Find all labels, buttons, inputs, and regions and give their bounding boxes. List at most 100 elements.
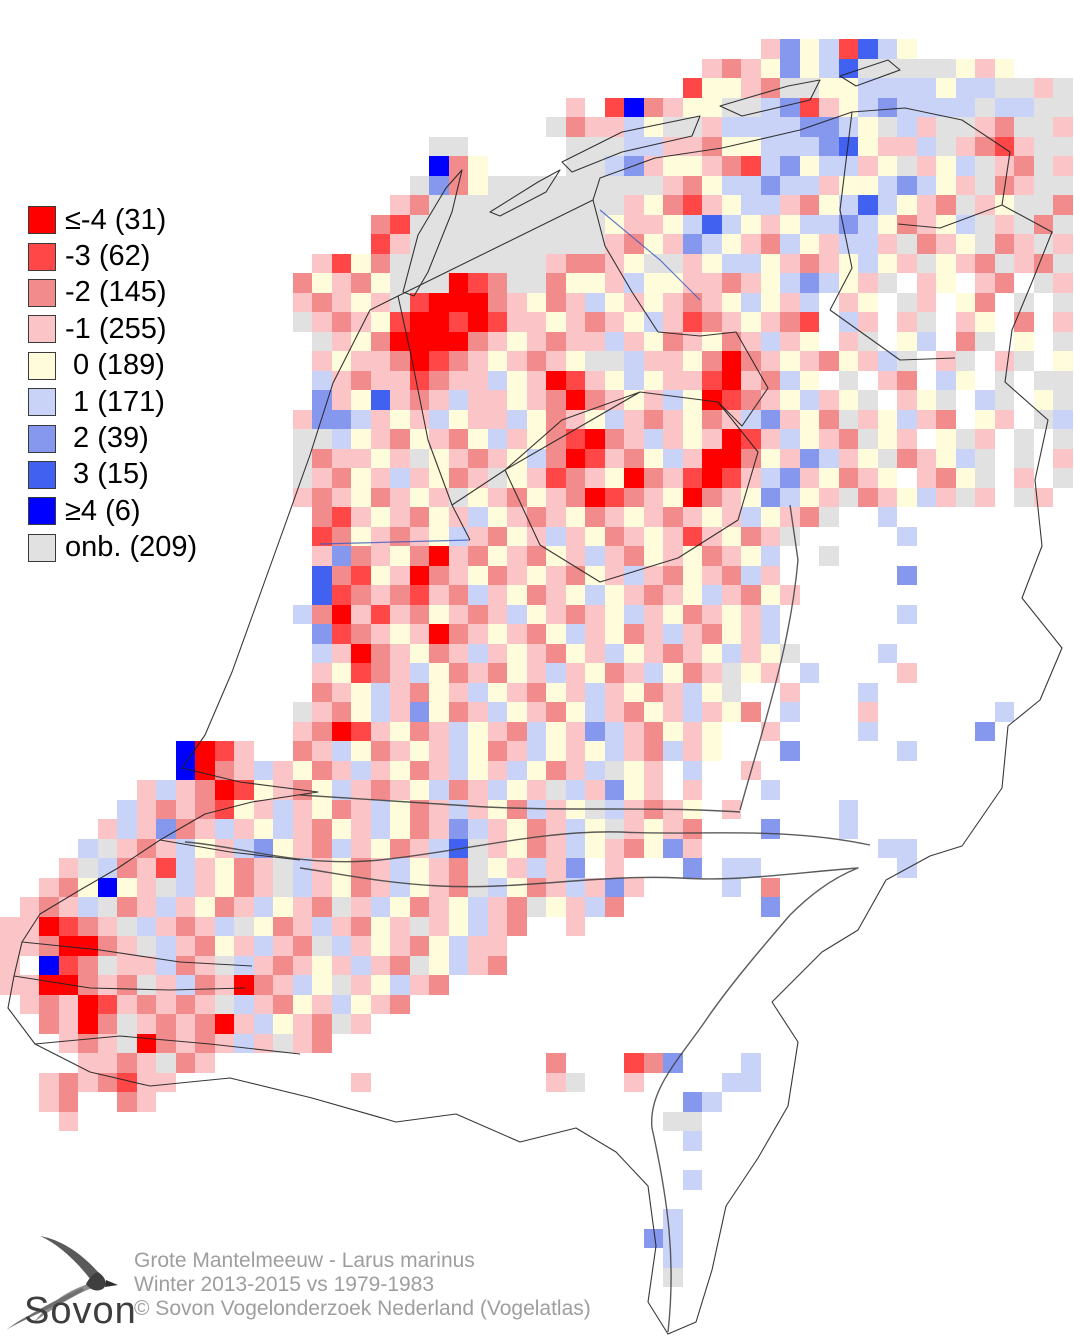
grid-cell (507, 604, 527, 624)
grid-cell (507, 624, 527, 644)
grid-cell (78, 877, 98, 897)
grid-cell (585, 780, 605, 800)
grid-cell (156, 936, 176, 956)
legend-swatch (28, 424, 56, 453)
grid-cell (858, 390, 878, 410)
grid-cell (468, 877, 488, 897)
grid-cell (799, 448, 819, 468)
grid-cell (156, 819, 176, 839)
grid-cell (643, 663, 663, 683)
grid-cell (136, 877, 156, 897)
grid-cell (58, 1111, 78, 1131)
grid-cell (838, 390, 858, 410)
grid-cell (877, 448, 897, 468)
grid-cell (429, 546, 449, 566)
grid-cell (312, 721, 332, 741)
grid-cell (780, 136, 800, 156)
grid-cell (585, 760, 605, 780)
grid-cell (760, 409, 780, 429)
grid-cell (507, 234, 527, 254)
grid-cell (214, 955, 234, 975)
grid-cell (858, 292, 878, 312)
grid-cell (390, 916, 410, 936)
grid-cell (331, 721, 351, 741)
grid-cell (741, 175, 761, 195)
grid-cell (760, 292, 780, 312)
grid-cell (604, 409, 624, 429)
grid-cell (838, 97, 858, 117)
grid-cell (760, 585, 780, 605)
grid-cell (234, 877, 254, 897)
grid-cell (838, 234, 858, 254)
grid-cell (702, 546, 722, 566)
grid-cell (702, 195, 722, 215)
grid-cell (721, 702, 741, 722)
grid-cell (39, 1092, 59, 1112)
grid-cell (526, 312, 546, 332)
grid-cell (526, 585, 546, 605)
grid-cell (78, 994, 98, 1014)
grid-cell (58, 877, 78, 897)
grid-cell (273, 838, 293, 858)
grid-cell (994, 78, 1014, 98)
grid-cell (838, 351, 858, 371)
grid-cell (214, 760, 234, 780)
grid-cell (604, 468, 624, 488)
grid-cell (409, 585, 429, 605)
grid-cell (799, 507, 819, 527)
grid-cell (1033, 214, 1053, 234)
grid-cell (663, 468, 683, 488)
grid-cell (663, 175, 683, 195)
grid-cell (429, 663, 449, 683)
grid-cell (253, 1033, 273, 1053)
grid-cell (604, 448, 624, 468)
grid-cell (955, 234, 975, 254)
grid-cell (799, 312, 819, 332)
grid-cell (292, 916, 312, 936)
grid-cell (643, 312, 663, 332)
grid-cell (312, 487, 332, 507)
grid-cell (682, 97, 702, 117)
grid-cell (877, 234, 897, 254)
grid-cell (643, 760, 663, 780)
grid-cell (682, 351, 702, 371)
grid-cell (916, 58, 936, 78)
grid-cell (975, 409, 995, 429)
grid-cell (897, 234, 917, 254)
grid-cell (682, 1092, 702, 1112)
grid-cell (994, 97, 1014, 117)
grid-cell (780, 487, 800, 507)
legend-item-3: 3 (15) (28, 457, 197, 493)
grid-cell (858, 175, 878, 195)
grid-cell (546, 858, 566, 878)
grid-cell (721, 565, 741, 585)
grid-cell (214, 838, 234, 858)
grid-cell (799, 468, 819, 488)
grid-cell (877, 97, 897, 117)
grid-cell (136, 1033, 156, 1053)
grid-cell (721, 234, 741, 254)
grid-cell (448, 819, 468, 839)
grid-cell (877, 643, 897, 663)
grid-cell (97, 897, 117, 917)
grid-cell (1033, 136, 1053, 156)
grid-cell (565, 351, 585, 371)
grid-cell (312, 565, 332, 585)
grid-cell (721, 175, 741, 195)
grid-cell (429, 468, 449, 488)
grid-cell (702, 487, 722, 507)
grid-cell (565, 214, 585, 234)
grid-cell (604, 97, 624, 117)
grid-cell (487, 292, 507, 312)
grid-cell (351, 682, 371, 702)
grid-cell (682, 487, 702, 507)
grid-cell (253, 897, 273, 917)
grid-cell (1014, 429, 1034, 449)
grid-cell (1033, 390, 1053, 410)
grid-cell (409, 175, 429, 195)
grid-cell (409, 643, 429, 663)
grid-cell (780, 585, 800, 605)
grid-cell (760, 214, 780, 234)
grid-cell (955, 468, 975, 488)
grid-cell (39, 994, 59, 1014)
